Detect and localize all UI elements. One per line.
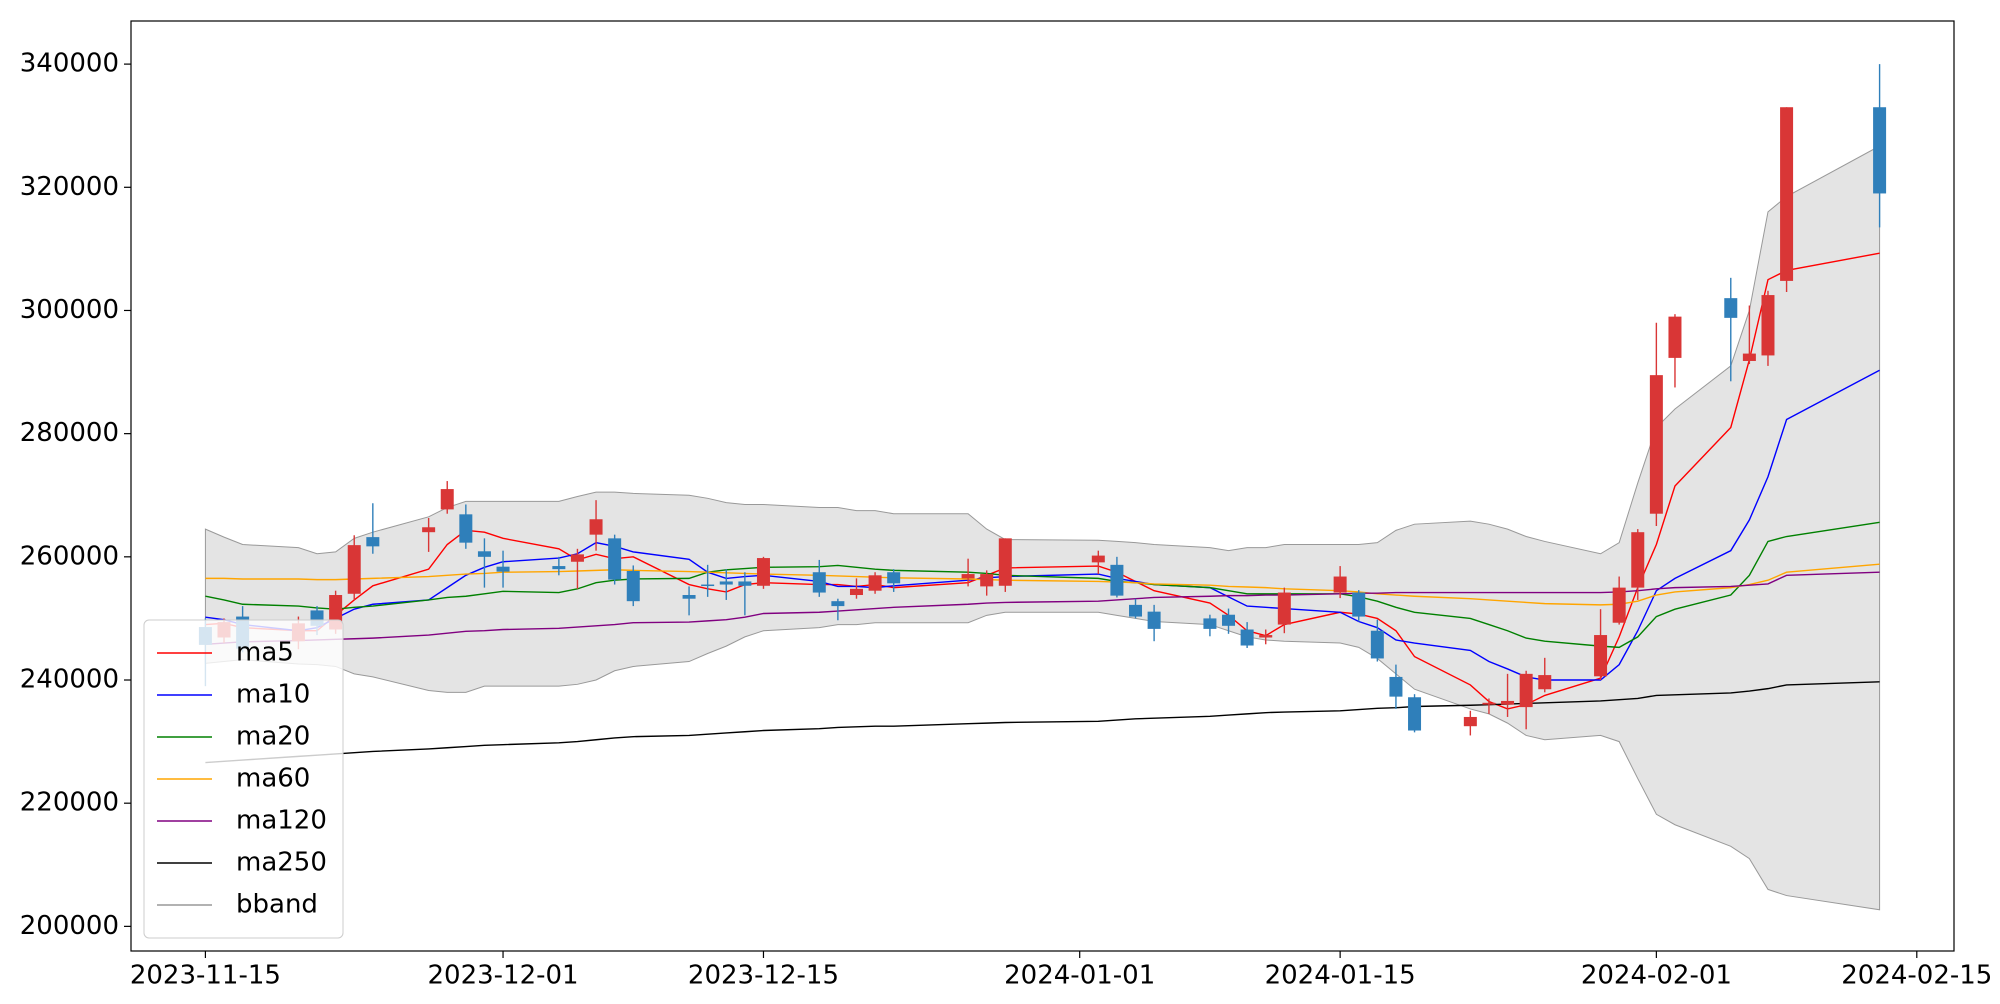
legend-label: ma60 — [236, 764, 310, 794]
candle-body — [961, 574, 975, 579]
candle-body — [1389, 676, 1403, 697]
candle-body — [1761, 295, 1775, 356]
x-tick-label: 2024-02-01 — [1581, 961, 1732, 991]
y-tick-label: 260000 — [20, 541, 119, 571]
candle-body — [1259, 635, 1273, 638]
candle-body — [1780, 107, 1794, 281]
candle-body — [1333, 576, 1347, 593]
legend-label: ma120 — [236, 806, 327, 836]
candle-body — [589, 519, 603, 535]
candle-body — [366, 537, 380, 547]
ma-line — [205, 369, 1880, 681]
candle-body — [1482, 702, 1496, 705]
x-tick-label: 2023-12-01 — [427, 961, 578, 991]
y-tick-label: 200000 — [20, 911, 119, 941]
candle-body — [1129, 604, 1143, 617]
y-tick-label: 320000 — [20, 172, 119, 202]
x-tick-label: 2023-12-15 — [688, 961, 839, 991]
candle-body — [1408, 697, 1422, 731]
candle-body — [887, 572, 901, 584]
candle-body — [459, 514, 473, 543]
legend-label: ma5 — [236, 638, 294, 668]
candle-body — [440, 489, 454, 510]
candle-body — [1091, 555, 1105, 563]
candle-body — [1222, 614, 1236, 626]
candle-body — [1370, 630, 1384, 659]
candle-body — [1668, 316, 1682, 358]
candle-body — [998, 538, 1012, 586]
candle-body — [626, 570, 640, 602]
candle-body — [1203, 618, 1217, 629]
y-tick-label: 340000 — [20, 49, 119, 79]
candle-body — [477, 551, 491, 557]
candle-body — [1742, 353, 1756, 361]
candle-body — [868, 575, 882, 591]
x-tick-label: 2024-01-15 — [1265, 961, 1416, 991]
plot-frame — [130, 20, 1955, 952]
candle-body — [1277, 592, 1291, 625]
candle-body — [1631, 532, 1645, 588]
candle-body — [1724, 298, 1738, 318]
candle-body — [1519, 673, 1533, 708]
candle-body — [719, 581, 733, 585]
legend-label: ma10 — [236, 680, 310, 710]
y-tick-label: 300000 — [20, 295, 119, 325]
candle-body — [1110, 564, 1124, 596]
ma-line — [205, 563, 1880, 606]
ma-line — [205, 681, 1880, 764]
x-tick-label: 2024-01-01 — [1004, 961, 1155, 991]
legend-label: ma20 — [236, 722, 310, 752]
legend-box — [143, 619, 344, 939]
ma-line — [205, 571, 1880, 645]
candle-body — [496, 566, 510, 572]
candle-body — [347, 545, 361, 594]
x-tick-label: 2024-02-15 — [1841, 961, 1992, 991]
ma-line — [205, 521, 1880, 649]
candle-body — [1240, 629, 1254, 646]
candle-body — [422, 527, 436, 533]
candle-body — [1873, 107, 1887, 194]
candle-body — [682, 595, 696, 599]
legend: ma5 ma10 ma20 ma60 ma120 ma250 bband — [143, 619, 344, 939]
candle-body — [812, 572, 826, 593]
candle-body — [701, 584, 715, 587]
candle-body — [831, 601, 845, 607]
x-tick-label: 2023-11-15 — [130, 961, 281, 991]
candle-body — [1594, 635, 1608, 677]
candle-body — [1463, 716, 1477, 727]
candle-body — [1352, 592, 1366, 617]
legend-label: bband — [236, 890, 318, 920]
candle-body — [738, 581, 752, 586]
candle-body — [1649, 375, 1663, 514]
candle-body — [1538, 675, 1552, 690]
y-tick-label: 240000 — [20, 665, 119, 695]
candle-body — [756, 558, 770, 586]
candle-body — [570, 554, 584, 562]
y-tick-label: 220000 — [20, 788, 119, 818]
candle-body — [980, 574, 994, 587]
candle-body — [1147, 611, 1161, 629]
bollinger-band — [204, 145, 1881, 911]
y-tick-label: 280000 — [20, 418, 119, 448]
plot-area — [198, 64, 1887, 911]
candle-body — [849, 588, 863, 596]
candle-body — [1612, 587, 1626, 623]
candle-body — [552, 566, 566, 570]
legend-label: ma250 — [236, 848, 327, 878]
candle-body — [608, 538, 622, 580]
candle-body — [1501, 700, 1515, 705]
